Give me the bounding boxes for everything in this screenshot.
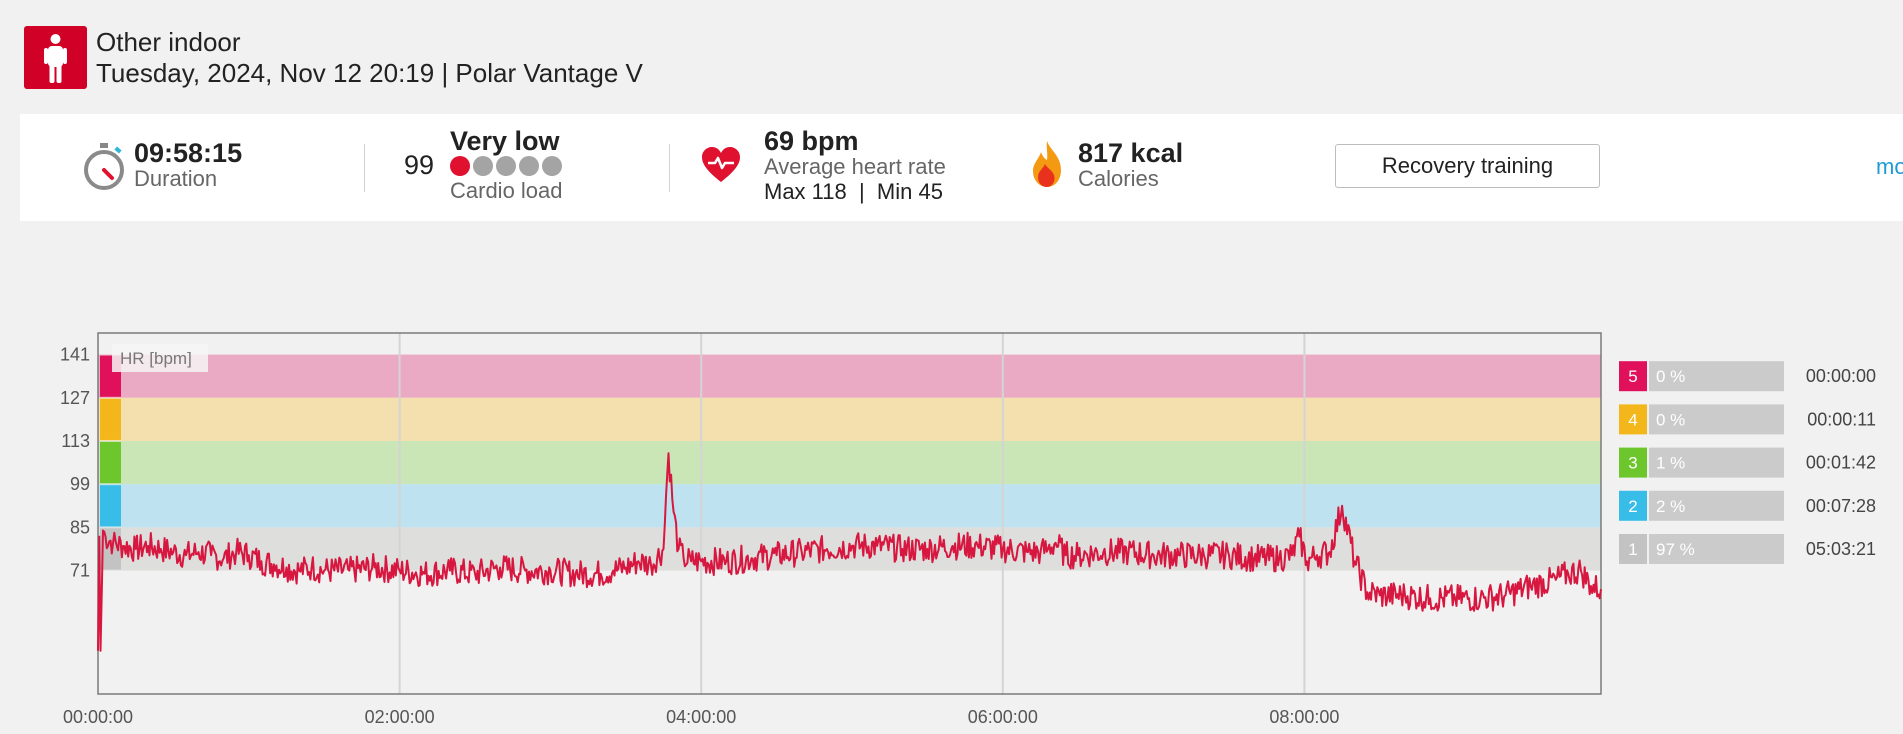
x-tick-label: 00:00:00 xyxy=(63,707,133,727)
calories-value: 817 kcal xyxy=(1078,138,1184,168)
zone-time: 00:07:28 xyxy=(1806,496,1876,516)
sport-icon xyxy=(24,26,87,89)
duration-value: 09:58:15 xyxy=(134,138,243,168)
y-tick-label: 127 xyxy=(60,388,90,408)
zone-percent-bar xyxy=(1649,533,1784,564)
more-link[interactable]: mo xyxy=(1876,154,1903,179)
x-tick-label: 08:00:00 xyxy=(1269,707,1339,727)
divider xyxy=(669,144,670,192)
zone-number-box-2 xyxy=(1619,490,1647,521)
zone-marker-4 xyxy=(100,398,121,440)
zone-time: 00:00:00 xyxy=(1806,366,1876,386)
zone-number-box-4 xyxy=(1619,404,1647,435)
cardio-load-dot xyxy=(542,156,562,176)
zone-percent-bar xyxy=(1649,447,1784,478)
hr-max-min: Max 118 | Min 45 xyxy=(764,179,943,204)
x-tick-label: 06:00:00 xyxy=(968,707,1038,727)
zone-number: 1 xyxy=(1628,540,1637,559)
cardio-load-status: Very low xyxy=(450,126,560,156)
divider xyxy=(364,144,365,192)
zone-band-3 xyxy=(98,440,1601,485)
hr-legend-label: HR [bpm] xyxy=(120,349,192,368)
hr-line xyxy=(97,452,1602,652)
zone-number-box-3 xyxy=(1619,447,1647,478)
heart-rate-chart: HR [bpm] 141 127 113 99 85 71 00:00:00 02:00:0… xyxy=(60,332,1876,727)
zone-bands xyxy=(98,354,1601,571)
heart-icon xyxy=(701,146,741,189)
y-tick-label: 85 xyxy=(70,517,90,537)
zone-number-box-1 xyxy=(1619,533,1647,564)
training-benefit-button[interactable]: Recovery training xyxy=(1335,144,1600,188)
sport-name: Other indoor xyxy=(96,27,241,57)
session-info: Tuesday, 2024, Nov 12 20:19 | Polar Vant… xyxy=(96,58,643,88)
zone-percent: 1 % xyxy=(1656,454,1685,473)
avg-hr-value: 69 bpm xyxy=(764,126,859,156)
zone-band-5 xyxy=(98,354,1601,398)
zone-percent: 0 % xyxy=(1656,367,1685,386)
cardio-load-dot-filled xyxy=(450,156,470,176)
plot-frame xyxy=(97,332,1602,695)
zone-number: 4 xyxy=(1628,410,1637,429)
zone-percent: 97 % xyxy=(1656,540,1695,559)
y-axis-ticks: 141 127 113 99 85 71 xyxy=(60,345,90,581)
zone-number: 3 xyxy=(1628,454,1637,473)
zone-marker-2 xyxy=(100,485,121,527)
x-axis-ticks: 00:00:00 02:00:00 04:00:00 06:00:00 08:00:00 xyxy=(63,707,1339,727)
zone-number: 5 xyxy=(1628,367,1637,386)
zone-time: 00:00:11 xyxy=(1807,409,1876,429)
stopwatch-icon xyxy=(82,142,126,197)
y-tick-label: 141 xyxy=(60,345,90,365)
zone-percent-bar xyxy=(1649,361,1784,392)
x-tick-label: 04:00:00 xyxy=(666,707,736,727)
zone-number: 2 xyxy=(1628,497,1637,516)
summary-panel: 09:58:15 Duration 99 Very low Cardio loa… xyxy=(20,114,1903,221)
gridlines xyxy=(398,333,1306,694)
zone-time: 05:03:21 xyxy=(1806,539,1876,559)
y-tick-label: 113 xyxy=(61,431,90,451)
calories-label: Calories xyxy=(1078,166,1159,191)
cardio-load-dot xyxy=(519,156,539,176)
zone-marker-3 xyxy=(100,441,121,484)
zone-percent-bar xyxy=(1649,404,1784,435)
zone-band-4 xyxy=(98,397,1601,441)
zone-number-box-5 xyxy=(1619,361,1647,392)
cardio-load-dot xyxy=(473,156,493,176)
duration-label: Duration xyxy=(134,166,218,191)
cardio-load-label: Cardio load xyxy=(450,178,563,203)
x-tick-label: 02:00:00 xyxy=(365,707,435,727)
y-tick-label: 71 xyxy=(70,561,90,581)
cardio-load-dots xyxy=(450,156,570,178)
zone-time: 00:01:42 xyxy=(1806,453,1876,473)
y-tick-label: 99 xyxy=(70,474,90,494)
zone-band-2 xyxy=(98,484,1601,528)
avg-hr-label: Average heart rate xyxy=(764,154,946,179)
cardio-load-dot xyxy=(496,156,516,176)
zone-percent: 2 % xyxy=(1656,497,1685,516)
cardio-load-value: 99 xyxy=(404,150,435,180)
zone-table: 5 0 % 00:00:00 4 0 % 00:00:11 3 1 % 00:01:42 2 2 %… xyxy=(1619,361,1876,564)
zone-percent-bar xyxy=(1649,490,1784,521)
hr-legend-box xyxy=(112,344,208,372)
flame-icon xyxy=(1030,140,1064,193)
zone-percent: 0 % xyxy=(1656,410,1685,429)
